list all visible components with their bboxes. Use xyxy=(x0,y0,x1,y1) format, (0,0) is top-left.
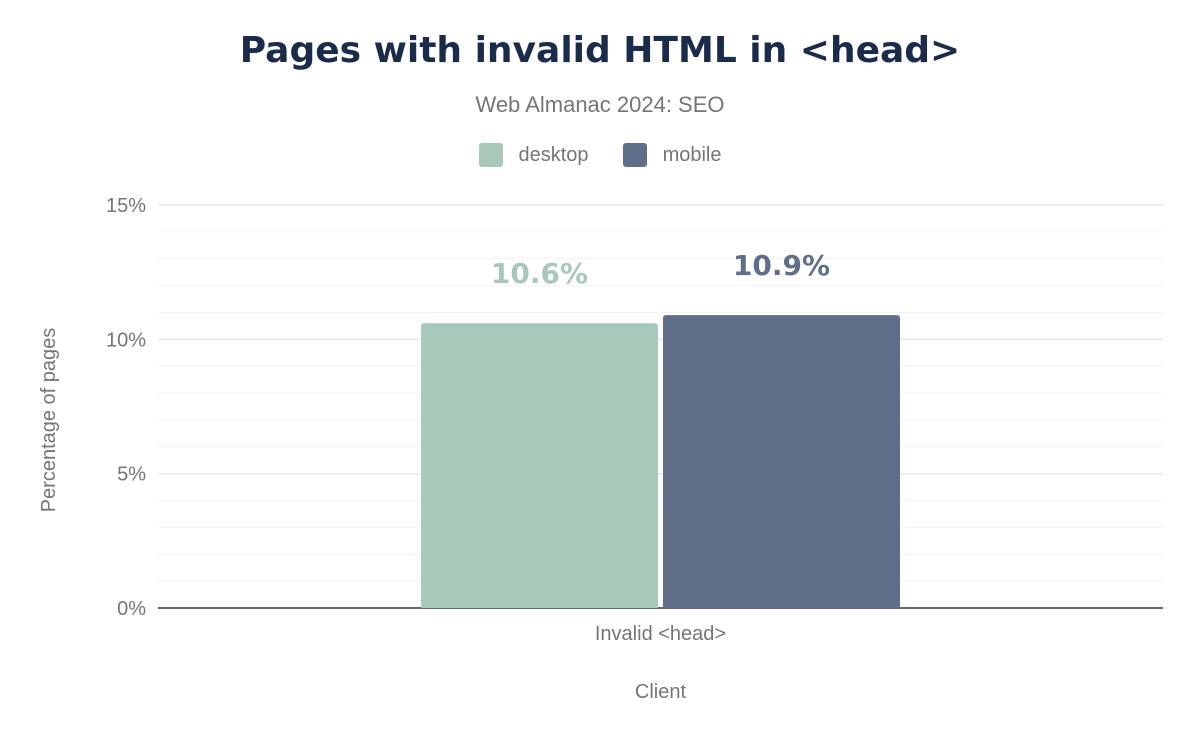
data-label-desktop: 10.6% xyxy=(491,257,588,290)
chart-subtitle: Web Almanac 2024: SEO xyxy=(475,92,725,117)
x-axis-title: Client xyxy=(635,681,687,703)
data-label-mobile: 10.9% xyxy=(733,249,830,282)
y-axis-title: Percentage of pages xyxy=(38,328,60,513)
bar-desktop xyxy=(421,323,658,608)
legend-swatch-mobile xyxy=(622,143,647,167)
y-tick-label: 15% xyxy=(106,195,146,217)
legend: desktop mobile xyxy=(0,143,1200,167)
x-tick-label: Invalid <head> xyxy=(595,623,726,645)
legend-item-mobile[interactable]: mobile xyxy=(622,143,722,167)
y-tick-label: 0% xyxy=(117,598,146,620)
bar-mobile xyxy=(663,315,900,608)
legend-swatch-desktop xyxy=(478,143,503,167)
legend-item-desktop[interactable]: desktop xyxy=(478,143,589,167)
y-tick-label: 5% xyxy=(117,464,146,486)
chart-title: Pages with invalid HTML in <head> xyxy=(239,30,961,71)
y-tick-label: 10% xyxy=(106,329,146,351)
legend-label-desktop: desktop xyxy=(518,143,589,166)
legend-label-mobile: mobile xyxy=(662,143,722,166)
